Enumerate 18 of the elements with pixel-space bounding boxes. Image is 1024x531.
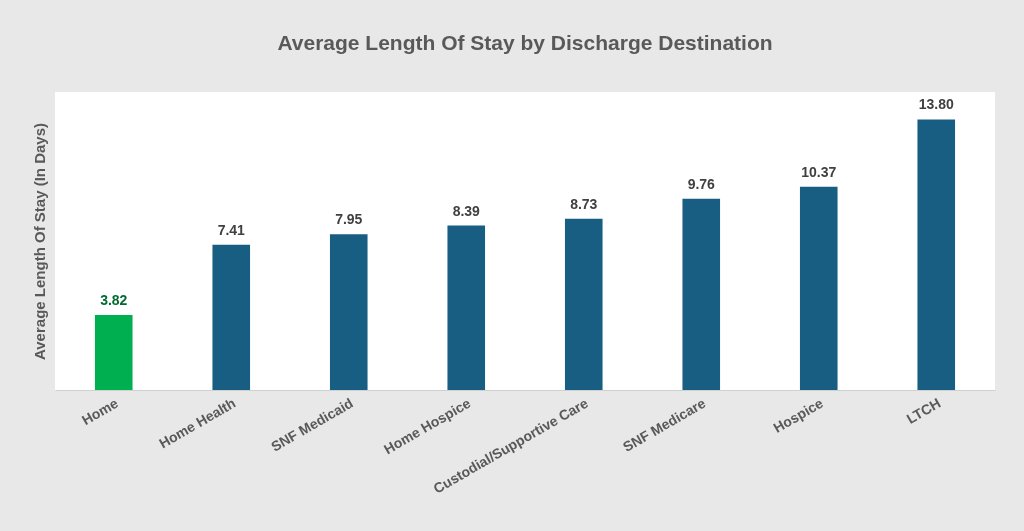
data-label: 13.80 xyxy=(918,96,954,113)
chart-title: Average Length Of Stay by Discharge Destination xyxy=(277,31,773,54)
y-axis-title: Average Length Of Stay (In Days) xyxy=(30,123,48,360)
data-label: 3.82 xyxy=(100,292,128,309)
data-label: 7.41 xyxy=(217,221,246,238)
data-label: 8.39 xyxy=(452,202,481,219)
bar xyxy=(447,225,486,390)
bar xyxy=(212,244,251,390)
bar xyxy=(329,234,368,390)
bar xyxy=(682,198,721,390)
bar xyxy=(799,186,838,390)
data-label: 7.95 xyxy=(335,211,363,228)
bar xyxy=(94,315,133,390)
bar xyxy=(917,119,956,390)
data-label: 8.73 xyxy=(570,195,598,212)
data-label: 9.76 xyxy=(687,175,716,192)
bar xyxy=(564,218,603,390)
data-label: 10.37 xyxy=(801,163,837,180)
